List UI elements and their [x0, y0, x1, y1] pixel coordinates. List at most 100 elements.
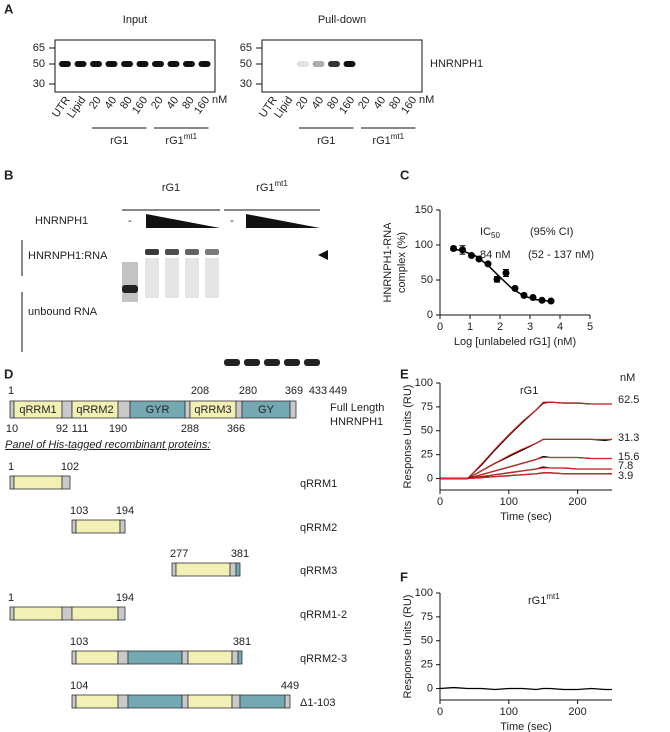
y-tick-label: 50: [421, 635, 433, 647]
x-axis-label: Time (sec): [500, 511, 552, 523]
gel-smear: [165, 258, 179, 298]
domain-block: [187, 650, 233, 665]
data-point: [493, 275, 501, 283]
domain-block: [75, 519, 121, 534]
gel-band: [284, 359, 300, 366]
x-tick-label: 100: [500, 496, 518, 508]
domain-label: qRRM2: [76, 404, 113, 416]
x-tick-label: 200: [568, 706, 586, 718]
x-tick-label: 0: [437, 706, 443, 718]
group-label-sup: mt1: [184, 132, 198, 141]
domain-block: [117, 694, 129, 709]
data-point: [468, 252, 475, 259]
position-label: 1: [8, 461, 14, 473]
lane-label: 80: [325, 95, 342, 112]
position-label: 277: [170, 548, 188, 560]
fit-line: [440, 401, 612, 480]
annotation: (52 - 137 nM): [528, 249, 594, 261]
y-tick-label: 0: [427, 309, 433, 321]
group-label-main: rG1: [256, 182, 274, 194]
gel-band: [165, 249, 179, 255]
axis: [439, 593, 612, 701]
protein-label: HNRNPH1: [35, 215, 88, 227]
position-label: 449: [329, 385, 347, 397]
data-line: [440, 438, 613, 480]
chart-title-main: rG1: [520, 385, 538, 397]
mw-marker: 65: [33, 42, 45, 54]
legend-label: 62.5: [618, 394, 639, 406]
legend-title: nM: [620, 372, 635, 384]
band: [121, 61, 133, 67]
domain-block: [75, 694, 119, 709]
y-tick-label: 100: [415, 377, 433, 389]
mw-marker: 50: [33, 58, 45, 70]
data-point: [484, 260, 492, 268]
domain-block: [9, 400, 15, 419]
protein-label: HNRNPH1: [330, 416, 383, 428]
domain-block: [61, 606, 73, 621]
minus-label: -: [230, 215, 234, 227]
domain-block: [119, 519, 126, 534]
legend-label: 15.6: [618, 451, 639, 463]
x-tick-label: 0: [437, 321, 443, 333]
band: [297, 61, 309, 67]
domain-block: [184, 400, 191, 419]
domain-block: [127, 694, 183, 709]
gel-band: [264, 359, 280, 366]
group-label-main: rG1: [162, 182, 180, 194]
data-point: [502, 269, 510, 277]
data-point: [475, 255, 483, 263]
group-label: rG1: [162, 182, 180, 194]
data-line: [439, 686, 612, 691]
gradient-wedge: [246, 214, 320, 228]
position-label: 194: [116, 505, 134, 517]
lane-label: 40: [102, 95, 119, 112]
blot-title: Pull-down: [318, 14, 366, 26]
legend-label: 7.8: [618, 460, 633, 472]
group-label-sup: mt1: [275, 179, 289, 188]
gel-band: [224, 359, 240, 366]
annotation: 84 nM: [480, 249, 511, 261]
x-tick-label: 3: [527, 321, 533, 333]
x-tick-label: 100: [500, 706, 518, 718]
domain-block: [13, 475, 63, 490]
construct-label: qRRM2: [300, 522, 337, 534]
group-label-main: rG1: [165, 135, 183, 147]
lane-label: 160: [399, 95, 419, 117]
lane-label: 40: [164, 95, 181, 112]
domain-block: [71, 519, 77, 534]
y-tick-label: 25: [421, 659, 433, 671]
position-label: 381: [233, 636, 251, 648]
band: [198, 61, 211, 67]
gel-smear: [145, 258, 159, 298]
domain-block: [181, 650, 189, 665]
group-label: rG1mt1: [372, 132, 404, 147]
band: [312, 61, 325, 67]
position-label: 449: [281, 680, 299, 692]
domain-block: [239, 694, 286, 709]
gel-band: [304, 359, 320, 366]
band: [328, 61, 340, 67]
domain-label: GY: [258, 404, 275, 416]
lane-label: 160: [130, 95, 150, 117]
lane-label: 20: [356, 95, 373, 112]
chart-title: rG1: [520, 385, 538, 397]
gel-band: [145, 249, 159, 255]
group-label-sup: mt1: [391, 132, 405, 141]
x-tick-label: 200: [568, 496, 586, 508]
panel-label: E: [400, 366, 409, 381]
band: [90, 61, 102, 67]
domain-block: [237, 650, 243, 665]
group-label-main: rG1: [110, 135, 128, 147]
gel-band: [185, 249, 199, 255]
group-label-main: rG1: [372, 135, 390, 147]
mw-marker: 30: [240, 78, 252, 90]
panel-label: F: [400, 569, 408, 584]
domain-block: [61, 400, 73, 419]
data-point: [529, 294, 537, 301]
data-point: [547, 297, 555, 305]
panel-label: B: [4, 167, 13, 182]
minus-label: -: [128, 215, 132, 227]
x-tick-label: 1: [467, 321, 473, 333]
arrowhead: [318, 250, 328, 260]
